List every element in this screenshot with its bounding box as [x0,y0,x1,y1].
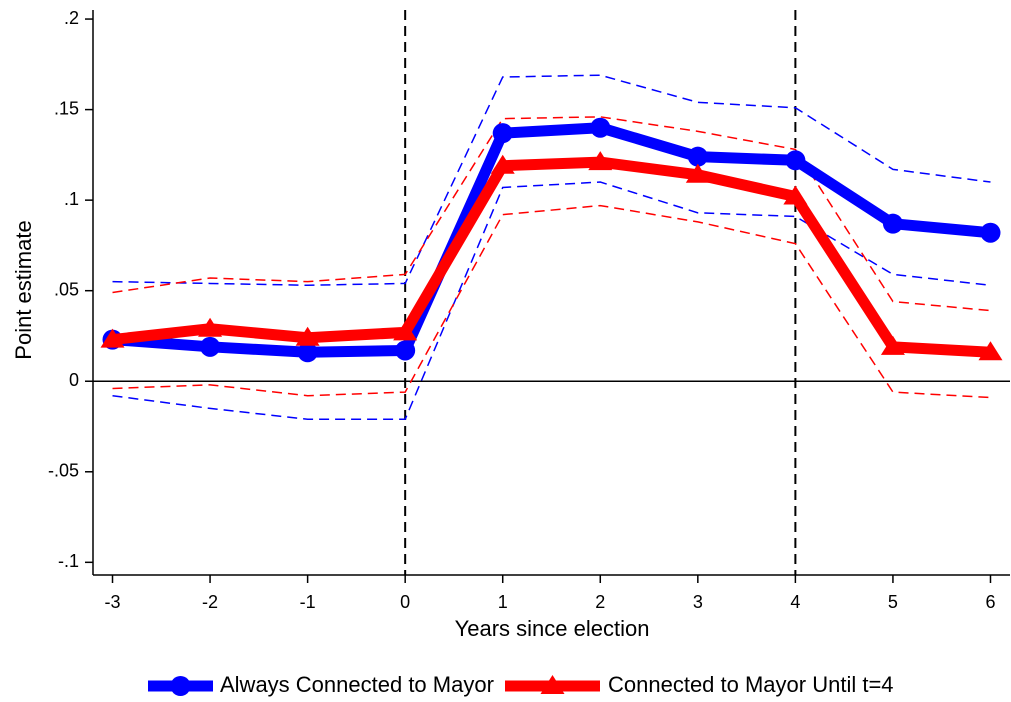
ci-line [112,204,991,399]
ci-line [112,74,991,287]
y-tick-label: .15 [54,98,79,118]
marker [492,123,513,144]
marker [685,163,710,183]
y-axis-label: Point estimate [11,220,36,359]
legend-label: Always Connected to Mayor [220,672,494,697]
y-tick-label: -.1 [58,551,79,571]
x-tick-label: -3 [105,592,121,612]
marker [785,150,806,171]
y-tick-label: -.05 [48,461,79,481]
marker [687,146,708,167]
y-tick-label: 0 [69,370,79,390]
x-tick-label: -2 [202,592,218,612]
marker [980,222,1001,243]
x-tick-label: 3 [693,592,703,612]
x-axis-label: Years since election [455,616,650,641]
x-tick-label: 4 [790,592,800,612]
legend-marker [170,676,191,696]
marker [200,336,221,357]
y-tick-label: .05 [54,279,79,299]
x-tick-label: 5 [888,592,898,612]
marker [882,213,903,234]
series-line [111,156,991,358]
x-tick-label: -1 [300,592,316,612]
marker [395,340,416,361]
marker [490,154,515,174]
marker [590,117,611,138]
legend-label: Connected to Mayor Until t=4 [608,672,894,697]
legend-marker [540,675,565,694]
marker [393,321,418,341]
ci-line [112,181,991,421]
y-tick-label: .1 [64,189,79,209]
ci-line [112,116,991,312]
series-line [112,122,991,358]
marker [297,342,318,363]
marker [783,185,808,205]
x-tick-label: 1 [498,592,508,612]
marker [588,151,613,171]
marker [978,341,1003,361]
marker [198,317,223,337]
x-tick-label: 2 [595,592,605,612]
marker [100,328,125,348]
marker [880,335,905,355]
y-tick-label: .2 [64,8,79,28]
x-tick-label: 0 [400,592,410,612]
x-tick-label: 6 [985,592,995,612]
marker [295,326,320,346]
